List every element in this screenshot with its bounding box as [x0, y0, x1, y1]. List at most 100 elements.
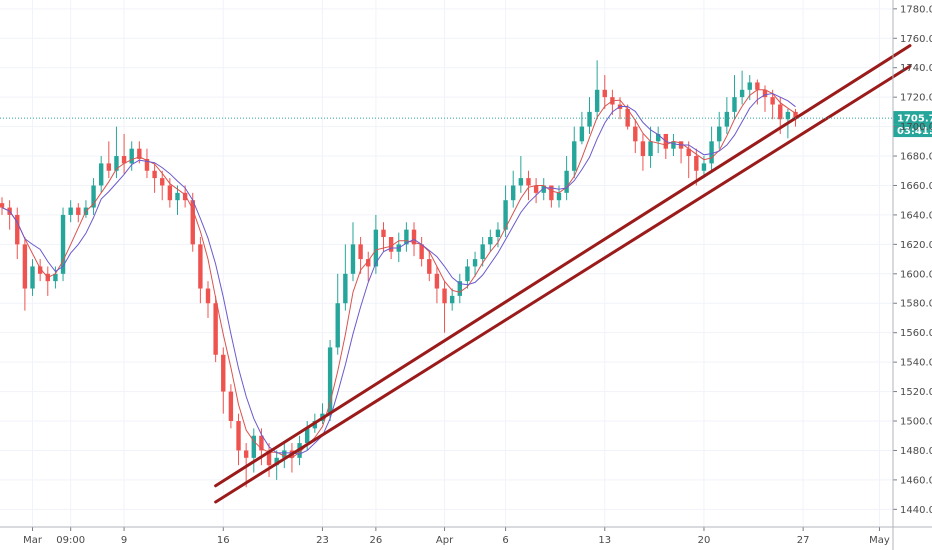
candle-body	[266, 450, 272, 466]
candle-body	[785, 111, 791, 120]
x-tick-label: 26	[370, 535, 383, 546]
y-tick-label: 1560.00	[900, 328, 932, 339]
y-tick-label: 1620.00	[900, 240, 932, 251]
x-tick-label: 27	[797, 535, 810, 546]
candle-body	[732, 97, 737, 112]
candle-body	[327, 347, 333, 414]
candle-body	[175, 192, 180, 201]
candle-body	[648, 141, 653, 157]
candle-body	[312, 421, 318, 429]
candle-body	[518, 178, 524, 186]
y-tick-label: 1580.00	[900, 299, 932, 310]
candle-body	[594, 89, 600, 112]
candle-body	[388, 237, 394, 252]
candle-body	[259, 435, 264, 451]
y-tick-label: 1540.00	[900, 358, 932, 369]
moving-average-slow-line	[1, 92, 796, 455]
candle-body	[160, 178, 165, 186]
moving-average-layer	[1, 89, 796, 459]
candle-body	[236, 421, 241, 451]
candle-body	[427, 259, 432, 274]
candle-body	[0, 203, 5, 208]
candle-body	[640, 141, 646, 157]
candle-body	[228, 391, 234, 422]
candle-body	[114, 156, 119, 171]
candle-body	[633, 126, 638, 142]
candle-body	[30, 266, 35, 289]
trendline-layer	[214, 44, 912, 504]
candle-body	[495, 229, 501, 238]
candle-body	[152, 170, 157, 179]
candle-body	[709, 141, 714, 164]
y-tick-label: 1440.00	[900, 505, 932, 516]
candle-body	[343, 273, 348, 304]
candle-body	[465, 266, 470, 282]
candle-body	[381, 229, 386, 238]
candle-body	[358, 244, 363, 260]
candle-body	[533, 185, 539, 193]
x-tick-label: 13	[598, 535, 611, 546]
candle-body	[190, 200, 195, 245]
candle-body	[274, 457, 279, 466]
ascending-trendline	[214, 44, 912, 488]
y-tick-label: 1500.00	[900, 417, 932, 428]
candle-body	[434, 273, 440, 289]
candle-body	[129, 148, 134, 164]
candle-body	[511, 185, 516, 201]
candle-body	[739, 89, 745, 98]
candle-body	[526, 178, 531, 186]
y-tick-label: 1700.00	[900, 122, 932, 133]
candle-body	[701, 163, 707, 171]
candle-body	[411, 229, 417, 245]
current-price-value: 1705.79	[897, 114, 932, 125]
candle-body	[602, 89, 607, 98]
y-tick-label: 1760.00	[900, 34, 932, 45]
y-tick-label: 1680.00	[900, 152, 932, 163]
candle-body	[564, 170, 569, 193]
y-tick-label: 1600.00	[900, 269, 932, 280]
candle-body	[366, 259, 371, 267]
candle-body	[579, 126, 585, 142]
candle-body	[480, 244, 485, 260]
candle-body	[106, 163, 112, 171]
candle-body	[762, 89, 768, 98]
x-tick-label: Apr	[436, 535, 454, 546]
current-price-line-layer: 1705.7903:41:07	[0, 111, 932, 138]
candle-body	[144, 158, 150, 171]
x-tick-label: 9	[121, 535, 127, 546]
candle-body	[572, 141, 577, 171]
candle-body	[335, 303, 340, 348]
candle-body	[305, 428, 310, 444]
candle-body	[76, 207, 81, 215]
candle-countdown-value: 03:41:07	[897, 126, 932, 137]
candle-countdown-badge	[893, 124, 932, 138]
candle-body	[243, 450, 249, 458]
moving-average-fast-line	[1, 89, 796, 459]
candle-body	[549, 185, 554, 201]
y-tick-label: 1520.00	[900, 387, 932, 398]
y-tick-label: 1740.00	[900, 63, 932, 74]
candle-body	[472, 259, 478, 267]
candle-body	[717, 126, 722, 142]
y-tick-label: 1720.00	[900, 93, 932, 104]
x-tick-label: 16	[217, 535, 230, 546]
candle-body	[37, 266, 43, 274]
candle-body	[503, 200, 508, 230]
candle-body	[457, 281, 462, 296]
y-tick-label: 1780.00	[900, 4, 932, 15]
candle-body	[488, 237, 493, 245]
candle-body	[221, 354, 226, 392]
candle-body	[556, 192, 562, 201]
candle-body	[205, 288, 211, 304]
x-tick-label: 09:00	[56, 535, 85, 546]
candle-body	[587, 111, 592, 127]
y-tick-label: 1480.00	[900, 446, 932, 457]
candle-body	[91, 185, 96, 208]
y-tick-label: 1640.00	[900, 210, 932, 221]
candle-body	[350, 244, 356, 274]
candle-body	[137, 148, 142, 159]
y-tick-label: 1660.00	[900, 181, 932, 192]
